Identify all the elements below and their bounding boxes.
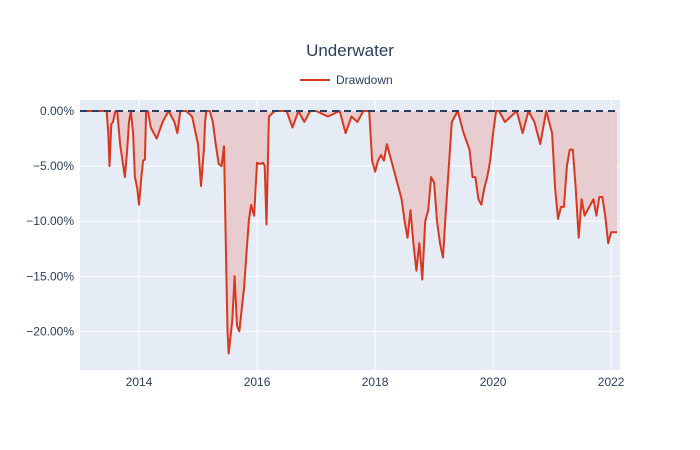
plot-area[interactable] xyxy=(80,100,620,370)
x-tick-label: 2016 xyxy=(244,375,271,389)
drawdown-line[interactable] xyxy=(80,110,617,355)
x-tick-label: 2020 xyxy=(480,375,507,389)
x-tick-label: 2018 xyxy=(362,375,389,389)
line-layer xyxy=(80,110,620,355)
y-tick-label: −15.00% xyxy=(26,269,74,283)
area-layer xyxy=(80,111,617,354)
y-tick-label: −5.00% xyxy=(33,159,74,173)
y-tick-label: −20.00% xyxy=(26,324,74,338)
legend[interactable]: Drawdown xyxy=(300,73,393,87)
y-tick-label: 0.00% xyxy=(40,104,74,118)
y-axis-ticks: 0.00% −5.00% −10.00% −15.00% −20.00% xyxy=(26,104,74,338)
x-tick-label: 2014 xyxy=(126,375,153,389)
x-axis-ticks: 2014 2016 2018 2020 2022 xyxy=(126,375,625,389)
y-tick-label: −10.00% xyxy=(26,214,74,228)
legend-label-drawdown: Drawdown xyxy=(336,73,393,87)
chart-title: Underwater xyxy=(306,41,394,60)
x-tick-label: 2022 xyxy=(598,375,625,389)
drawdown-area xyxy=(80,111,617,354)
